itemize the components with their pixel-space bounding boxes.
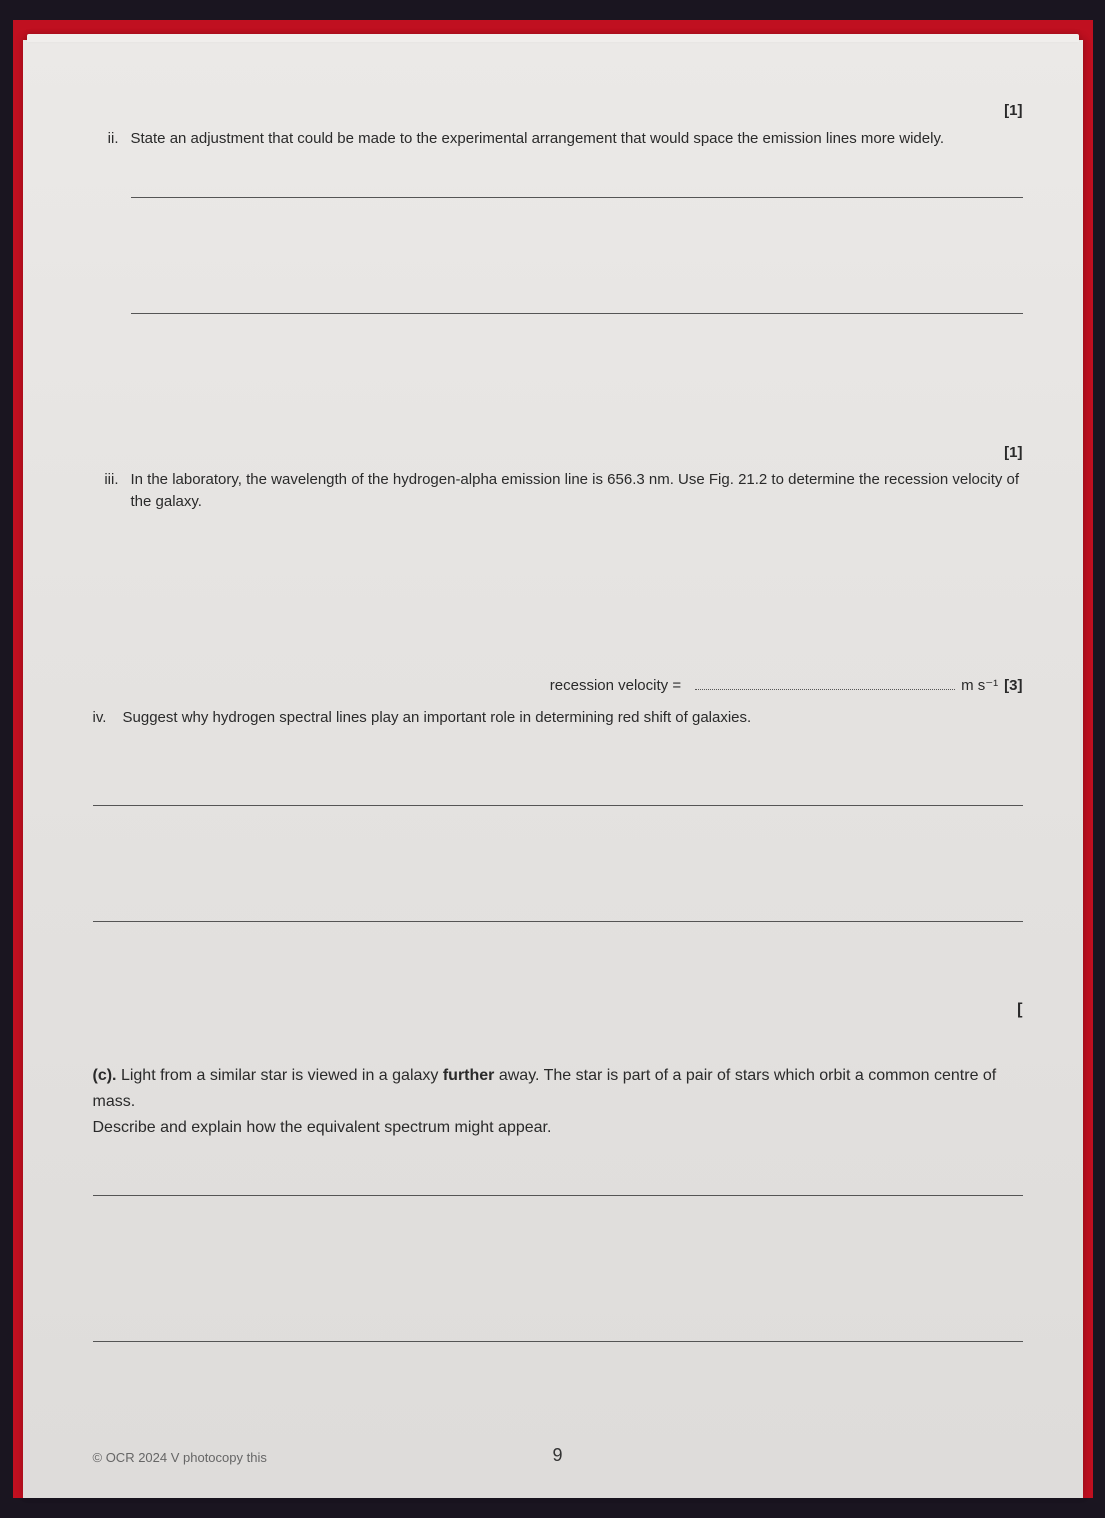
question-ii-number: ii. [93,128,131,150]
footer-copyright: © OCR 2024 V photocopy this [93,1449,403,1468]
question-c-further: further [443,1067,495,1084]
question-ii: ii. State an adjustment that could be ma… [93,128,1023,150]
recession-answer-row: recession velocity = m s⁻¹ [3] [93,675,1023,697]
question-c: (c). Light from a similar star is viewed… [93,1063,1023,1140]
question-iii-number: iii. [93,469,131,491]
question-iii-text: In the laboratory, the wavelength of the… [131,469,1023,513]
question-c-label: (c). [93,1067,117,1084]
recession-unit: m s⁻¹ [961,675,998,697]
question-c-line1a: Light from a similar star is viewed in a… [117,1067,443,1084]
footer: © OCR 2024 V photocopy this 9 [93,1442,1023,1468]
answer-line [131,288,1023,314]
mark-bracket-right: [ [93,998,1023,1021]
question-iii: iii. In the laboratory, the wavelength o… [93,469,1023,513]
page-background: [1] ii. State an adjustment that could b… [13,20,1093,1498]
answer-line [93,1170,1023,1196]
answer-line [131,172,1023,198]
recession-dotted-line [695,676,955,690]
question-c-line2: Describe and explain how the equivalent … [93,1119,552,1136]
question-iv-number: iv. [93,707,123,729]
mark-ii: [1] [93,100,1023,122]
question-iv-text: Suggest why hydrogen spectral lines play… [123,707,1023,729]
mark-iii-inline: [3] [1004,675,1022,697]
exam-paper: [1] ii. State an adjustment that could b… [23,40,1083,1498]
answer-line [93,896,1023,922]
question-iv: iv. Suggest why hydrogen spectral lines … [93,707,1023,729]
answer-line [93,1316,1023,1342]
question-ii-text: State an adjustment that could be made t… [131,128,1023,150]
mark-iii: [1] [93,442,1023,464]
footer-page-number: 9 [403,1442,713,1468]
recession-label: recession velocity = [550,675,681,697]
answer-line [93,780,1023,806]
